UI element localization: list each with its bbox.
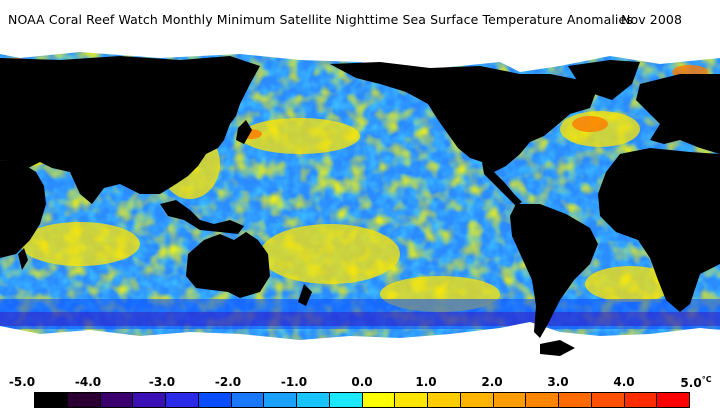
antarctica-land bbox=[540, 340, 575, 356]
color-scale-cell bbox=[231, 393, 265, 407]
legend-unit: °C bbox=[701, 375, 712, 384]
sst-anomaly-map bbox=[0, 44, 720, 370]
legend-tick: -3.0 bbox=[148, 375, 176, 389]
color-scale-cell bbox=[67, 393, 101, 407]
color-scale-cell bbox=[395, 393, 428, 407]
new-zealand bbox=[298, 284, 312, 306]
north-america bbox=[330, 62, 596, 172]
legend-tick: 4.0 bbox=[613, 375, 635, 389]
japan bbox=[236, 120, 252, 144]
color-scale-cell bbox=[657, 393, 689, 407]
greenland bbox=[568, 60, 640, 100]
maritime-continent bbox=[160, 200, 244, 234]
color-scale-cell bbox=[624, 393, 658, 407]
legend-tick: -2.0 bbox=[214, 375, 242, 389]
color-scale-bar bbox=[34, 392, 690, 408]
legend-tick: 5.0 bbox=[680, 376, 702, 390]
color-scale-cell bbox=[329, 393, 363, 407]
legend-tick: 3.0 bbox=[547, 375, 569, 389]
color-scale-cell bbox=[526, 393, 559, 407]
landmasses bbox=[0, 56, 720, 338]
eurasia bbox=[0, 56, 260, 204]
color-scale-cell bbox=[35, 393, 68, 407]
legend-ticks: -5.0 -4.0 -3.0 -2.0 -1.0 0.0 1.0 2.0 3.0… bbox=[0, 372, 720, 390]
color-scale-cell bbox=[166, 393, 199, 407]
map-title: NOAA Coral Reef Watch Monthly Minimum Sa… bbox=[8, 12, 712, 27]
color-scale-cell bbox=[297, 393, 330, 407]
color-scale-cell bbox=[198, 393, 232, 407]
color-scale-cell bbox=[428, 393, 461, 407]
arctic-ice bbox=[0, 44, 720, 72]
legend-tick-max: 5.0°C bbox=[680, 375, 711, 390]
color-scale-cell bbox=[100, 393, 134, 407]
legend-tick: -4.0 bbox=[74, 375, 102, 389]
australia bbox=[186, 232, 270, 298]
legend-tick: -5.0 bbox=[8, 375, 36, 389]
color-scale-cell bbox=[493, 393, 527, 407]
southern-ocean-cool-band bbox=[0, 299, 720, 329]
southern-ocean-cold-edge bbox=[0, 312, 720, 326]
legend-tick: 1.0 bbox=[415, 375, 437, 389]
title-text: NOAA Coral Reef Watch Monthly Minimum Sa… bbox=[8, 12, 633, 27]
legend-tick: 2.0 bbox=[481, 375, 503, 389]
color-scale-cell bbox=[133, 393, 166, 407]
color-scale-cell bbox=[264, 393, 297, 407]
title-date: Nov 2008 bbox=[621, 12, 682, 27]
color-scale-cell bbox=[591, 393, 625, 407]
color-scale-cell bbox=[559, 393, 592, 407]
legend-tick: -1.0 bbox=[280, 375, 308, 389]
europe bbox=[636, 74, 720, 154]
south-america bbox=[510, 204, 598, 338]
africa bbox=[0, 160, 46, 258]
color-scale-cell bbox=[362, 393, 396, 407]
africa-east bbox=[598, 148, 720, 312]
legend-tick: 0.0 bbox=[351, 375, 373, 389]
color-scale-cell bbox=[460, 393, 494, 407]
arctic-ice-overlay bbox=[560, 44, 720, 58]
central-america bbox=[482, 162, 522, 206]
madagascar bbox=[18, 248, 28, 270]
